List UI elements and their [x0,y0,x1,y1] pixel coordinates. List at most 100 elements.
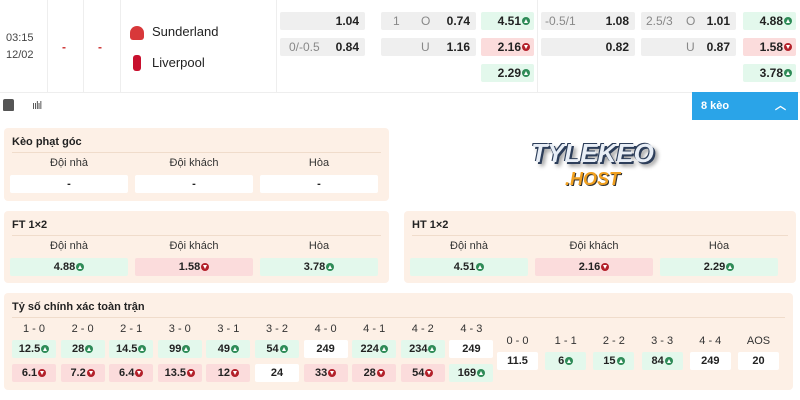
home-score-odds[interactable]: 249 [449,340,494,358]
arrow-up-icon [522,17,530,25]
ht-1x2-panel: HT 1×2 Đội nhà 4.51 Đội khách 2.16 Hòa 2.29 [404,211,796,283]
away-score-odds[interactable]: 6.4 [109,364,154,382]
away-score-odds[interactable]: 24 [255,364,299,382]
score-label: 2 - 2 [602,335,625,347]
arrow-up-icon [784,17,792,25]
score-label: 0 - 0 [506,335,529,347]
ht-1x2-odds[interactable]: 1.58 [743,38,796,56]
draw-score-odds[interactable]: 15 [593,352,635,370]
arrow-down-icon [601,263,610,272]
arrow-down-icon [201,263,210,272]
score-label: 3 - 3 [651,335,674,347]
home-team[interactable]: Sunderland [152,24,219,39]
stats-icon[interactable]: ıılıl [32,100,42,112]
arrow-down-icon [86,369,95,378]
ft-1x2-odds[interactable]: 2.16 [481,38,534,56]
arrow-up-icon [279,345,288,354]
arrow-up-icon [664,357,673,366]
correct-score-panel: Tỷ số chính xác toàn trận 1 - 0 12.5 6.1 2 … [4,293,793,390]
away-team[interactable]: Liverpool [152,55,205,70]
score-label: 1 - 0 [22,323,45,335]
arrow-down-icon [231,369,240,378]
away-score-odds[interactable]: 28 [352,364,397,382]
away-score-odds[interactable]: 33 [303,364,348,382]
arrow-up-icon [616,357,625,366]
score-label: 3 - 2 [265,323,288,335]
outcome-odds[interactable]: 2.16 [535,258,653,276]
arrow-down-icon [376,369,385,378]
more-odds-button[interactable]: 8 kèo ︿ [692,92,798,120]
sunderland-logo-icon [130,26,144,40]
arrow-down-icon [328,369,337,378]
draw-score-odds[interactable]: 249 [689,352,731,370]
outcome-odds[interactable]: 1.58 [135,258,253,276]
arrow-up-icon [138,345,147,354]
score-label: 2 - 1 [120,323,143,335]
outcome-odds[interactable]: 3.78 [260,258,378,276]
ft-1x2-odds[interactable]: 4.51 [481,12,534,30]
away-score-odds[interactable]: 6.1 [12,364,56,382]
score-label: 4 - 3 [460,323,483,335]
ft-ou-under[interactable]: U 1.16 [381,38,476,56]
outcome-odds[interactable]: - [135,175,253,193]
ht-1x2-odds[interactable]: 3.78 [743,64,796,82]
draw-score-odds[interactable]: 84 [641,352,683,370]
arrow-up-icon [522,69,530,77]
arrow-up-icon [85,345,94,354]
correct-score-title: Tỷ số chính xác toàn trận [12,301,145,313]
away-score-odds[interactable]: 12 [206,364,251,382]
home-score-odds[interactable]: 224 [352,340,397,358]
ft-hdp-home[interactable]: 1.04 [280,12,365,30]
score-label: 3 - 1 [217,323,240,335]
away-score-odds[interactable]: 13.5 [157,364,202,382]
arrow-up-icon [231,345,240,354]
home-score-odds[interactable]: 28 [60,340,105,358]
match-time: 03:15 [6,32,34,44]
ht-1x2-odds[interactable]: 4.88 [743,12,796,30]
ht-hdp-home[interactable]: -0.5/1 1.08 [541,12,635,30]
score-ft: - [62,40,66,54]
home-score-odds[interactable]: 54 [255,340,299,358]
arrow-up-icon [76,263,85,272]
away-score-odds[interactable]: 54 [400,364,445,382]
away-score-odds[interactable]: 169 [449,364,494,382]
arrow-up-icon [565,357,574,366]
ht-hdp-away[interactable]: 0.82 [541,38,635,56]
outcome-odds[interactable]: 4.88 [10,258,128,276]
score-ht: - [98,40,102,54]
tylekeo-logo: TYLEKEO .HOST [531,138,654,189]
home-score-odds[interactable]: 12.5 [12,340,56,358]
corner-title: Kèo phạt góc [12,136,82,148]
ht-ou-under[interactable]: U 0.87 [641,38,736,56]
outcome-label: Đội khách [569,240,619,252]
arrow-up-icon [477,369,486,378]
draw-score-odds[interactable]: 20 [738,352,779,370]
outcome-odds[interactable]: - [260,175,378,193]
arrow-up-icon [476,263,485,272]
score-label: AOS [746,335,771,347]
outcome-label: Đội nhà [50,240,88,252]
outcome-label: Đội nhà [50,157,88,169]
chevron-up-icon: ︿ [775,100,786,112]
home-score-odds[interactable]: 234 [400,340,445,358]
home-score-odds[interactable]: 49 [206,340,251,358]
ft-ou-over[interactable]: 1 O 0.74 [381,12,476,30]
draw-score-odds[interactable]: 11.5 [497,352,538,370]
more-odds-label: 8 kèo [701,100,730,112]
home-score-odds[interactable]: 249 [303,340,348,358]
corner-panel: Kèo phạt góc Đội nhà - Đội khách - Hòa - [4,128,389,201]
ft-hdp-away[interactable]: 0/-0.5 0.84 [280,38,365,56]
draw-score-odds[interactable]: 6 [545,352,587,370]
arrow-up-icon [784,69,792,77]
outcome-odds[interactable]: - [10,175,128,193]
ft-1x2-odds[interactable]: 2.29 [481,64,534,82]
ht-ou-over[interactable]: 2.5/3 O 1.01 [641,12,736,30]
outcome-odds[interactable]: 2.29 [660,258,778,276]
outcome-odds[interactable]: 4.51 [410,258,528,276]
shirt-icon[interactable] [3,99,14,111]
outcome-label: Hòa [308,157,330,169]
outcome-label: Hòa [708,240,730,252]
away-score-odds[interactable]: 7.2 [60,364,105,382]
home-score-odds[interactable]: 14.5 [109,340,154,358]
home-score-odds[interactable]: 99 [157,340,202,358]
